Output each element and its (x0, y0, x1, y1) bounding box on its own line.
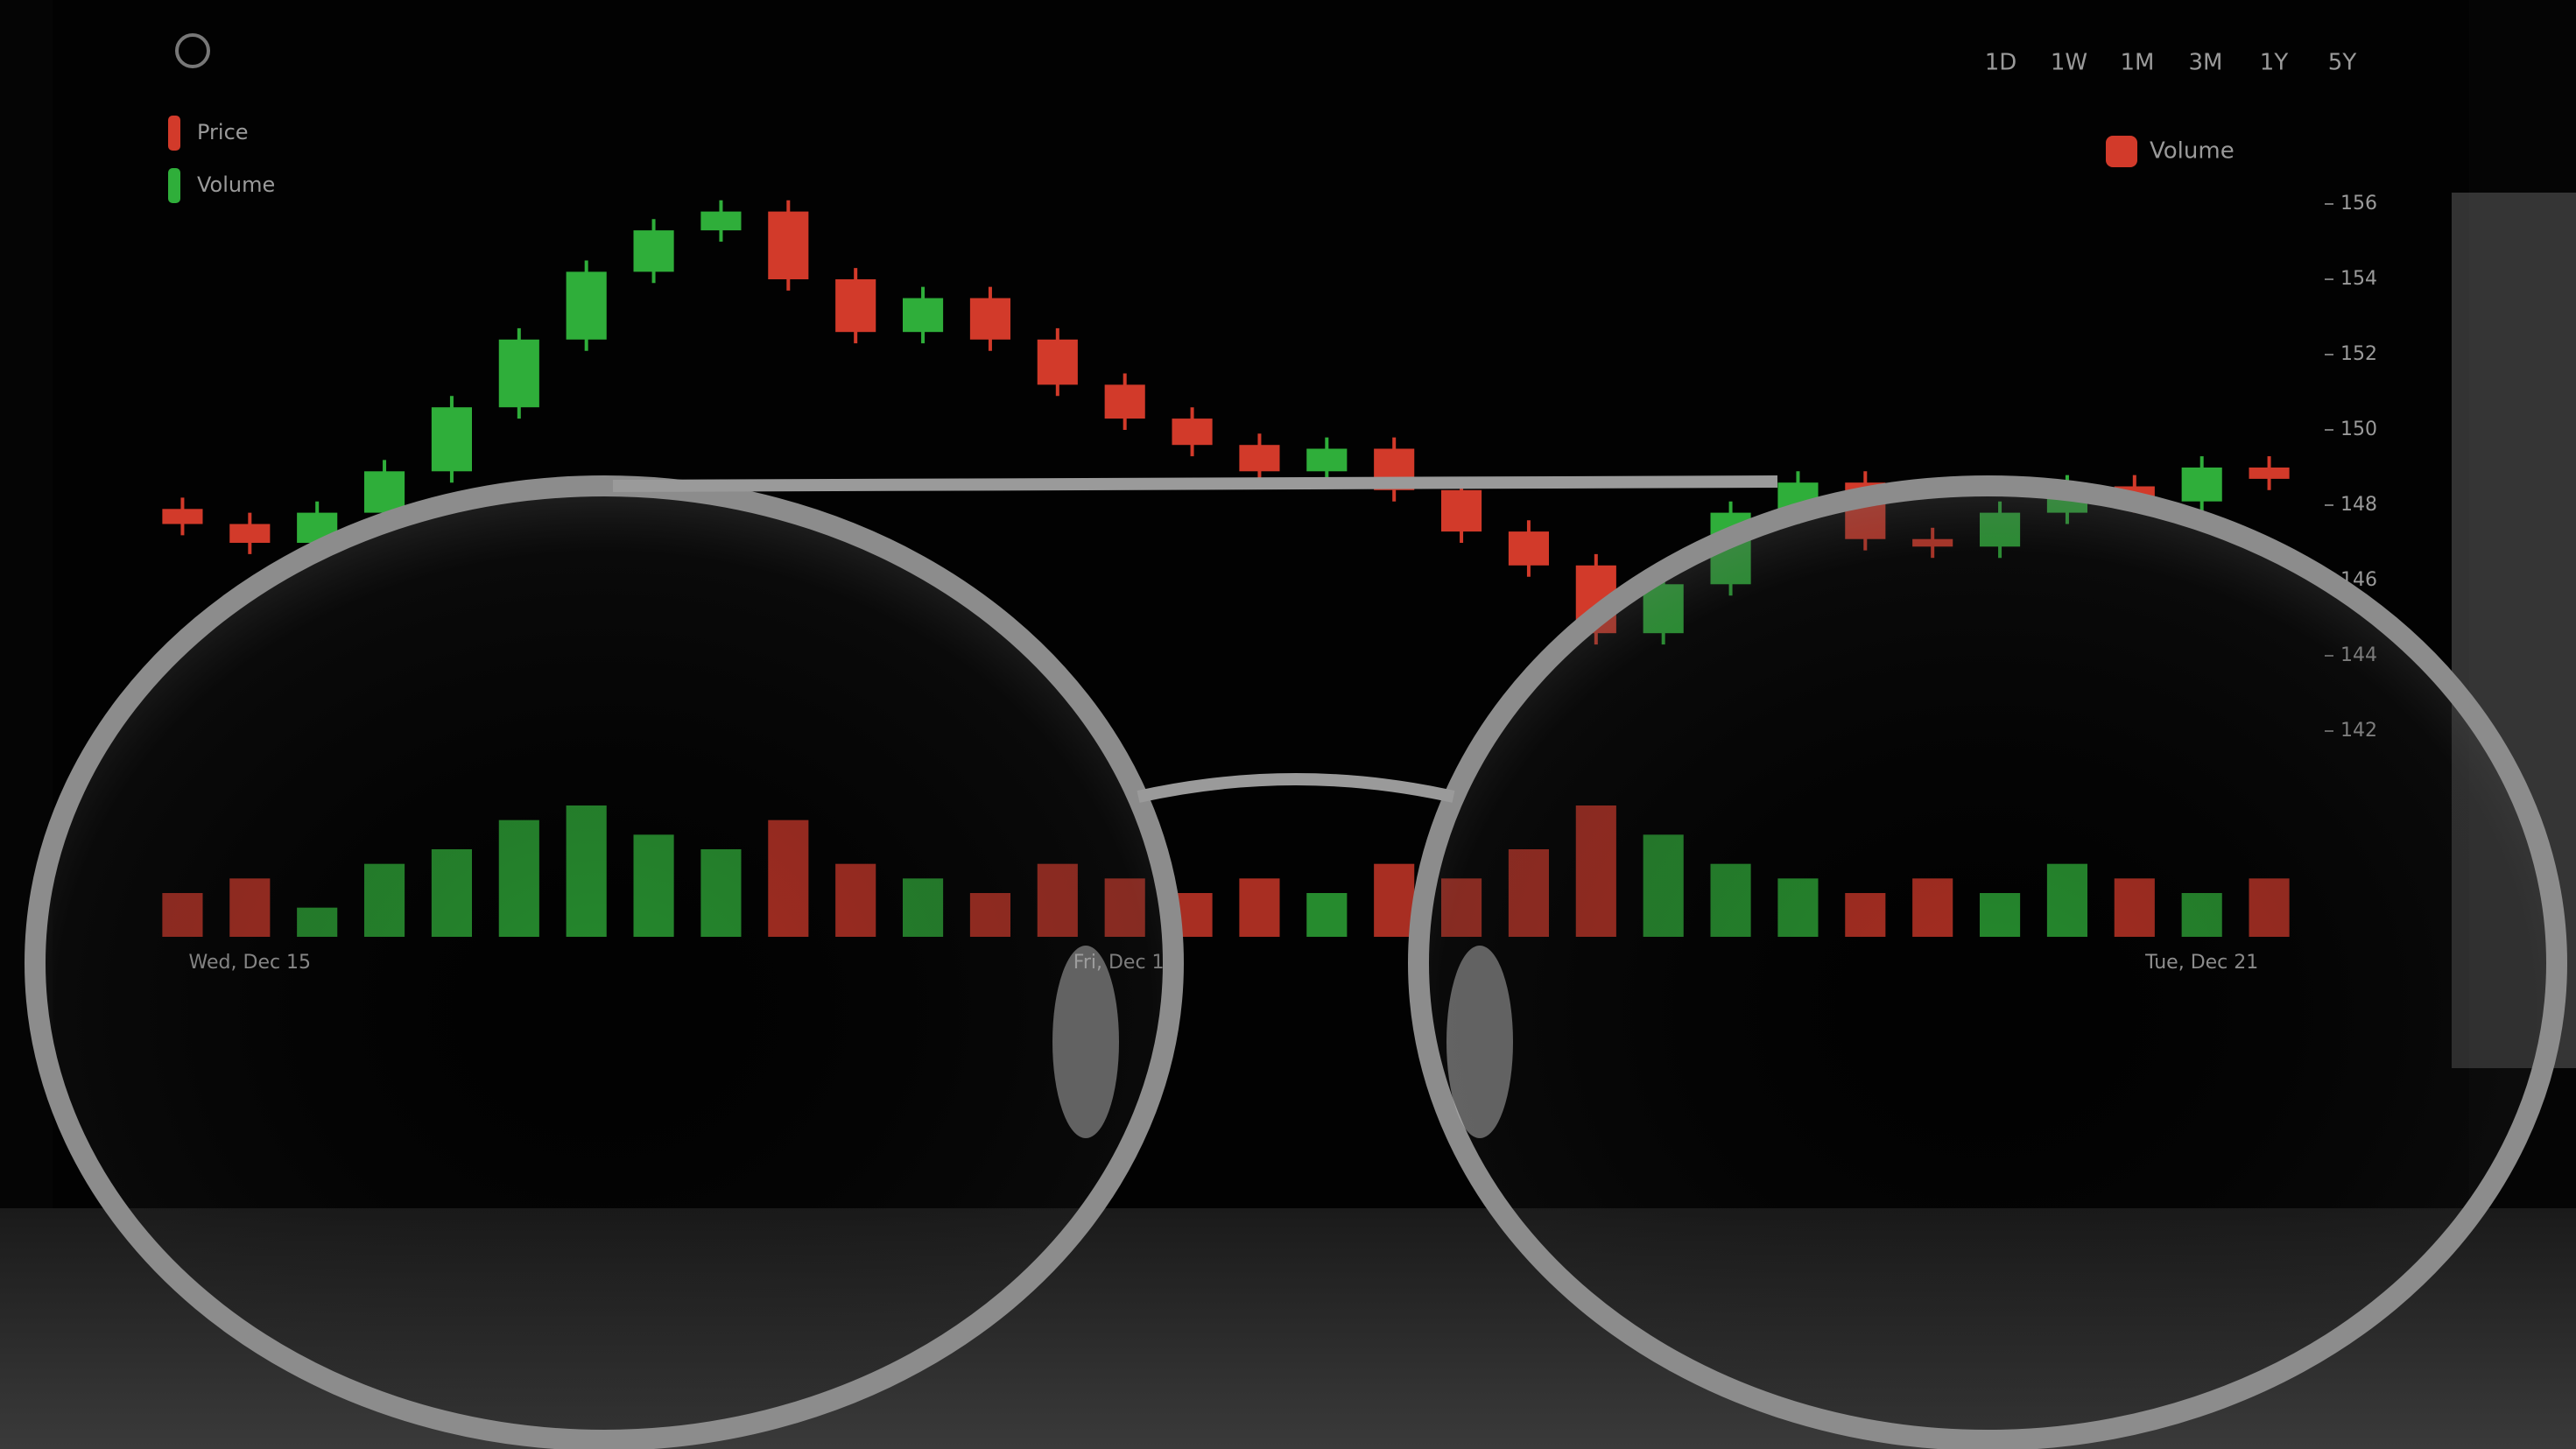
candle-body (2181, 468, 2222, 502)
volume-bar (1239, 878, 1280, 937)
volume-toggle-icon (2106, 136, 2137, 167)
left-lens (25, 475, 1184, 1449)
y-tick-label: 152 (2340, 343, 2377, 365)
y-tick-label: 154 (2340, 268, 2377, 290)
legend-swatch (168, 168, 180, 203)
candle-body (1441, 489, 1482, 532)
nose-pad (1052, 946, 1119, 1138)
candle-body (566, 271, 607, 340)
legend-label: Price (197, 120, 249, 144)
bridge (1137, 773, 1455, 803)
candle-body (364, 471, 405, 513)
candle-body (633, 230, 674, 272)
candle-body (1037, 339, 1078, 385)
candle-body (1172, 419, 1213, 446)
candle-body (1239, 445, 1280, 472)
candle-body (700, 211, 742, 231)
top-bar (612, 475, 1778, 492)
candle-body (835, 279, 876, 333)
nose-pad (1446, 946, 1513, 1138)
glasses (25, 475, 2567, 1449)
y-tick-label: 148 (2340, 494, 2377, 516)
candle-body (498, 339, 539, 408)
timeframe-button: 5Y (2328, 50, 2357, 76)
timeframe-button: 1Y (2260, 50, 2289, 76)
volume-bar (1374, 863, 1415, 937)
right-lens (1408, 475, 2567, 1449)
candle-body (1508, 531, 1549, 566)
candle-body (2249, 468, 2290, 479)
candle-body (969, 298, 1010, 340)
candle-body (768, 211, 809, 279)
candle-body (903, 298, 944, 333)
legend-label: Volume (197, 172, 275, 197)
timeframe-button: 1M (2121, 50, 2155, 76)
candle-body (1104, 384, 1145, 419)
y-tick-label: 150 (2340, 419, 2377, 440)
candle-body (1306, 448, 1348, 472)
timeframe-button: 1W (2051, 50, 2087, 76)
add-icon (175, 33, 210, 68)
y-tick-label: 156 (2340, 193, 2377, 215)
volume-toggle-label: Volume (2150, 138, 2235, 165)
candle-body (162, 509, 203, 524)
volume-bar (1306, 893, 1348, 937)
legend-swatch (168, 116, 180, 151)
candle-body (431, 407, 472, 472)
candle-body (229, 524, 271, 543)
timeframe-button: 1D (1985, 50, 2017, 76)
timeframe-button: 3M (2189, 50, 2223, 76)
